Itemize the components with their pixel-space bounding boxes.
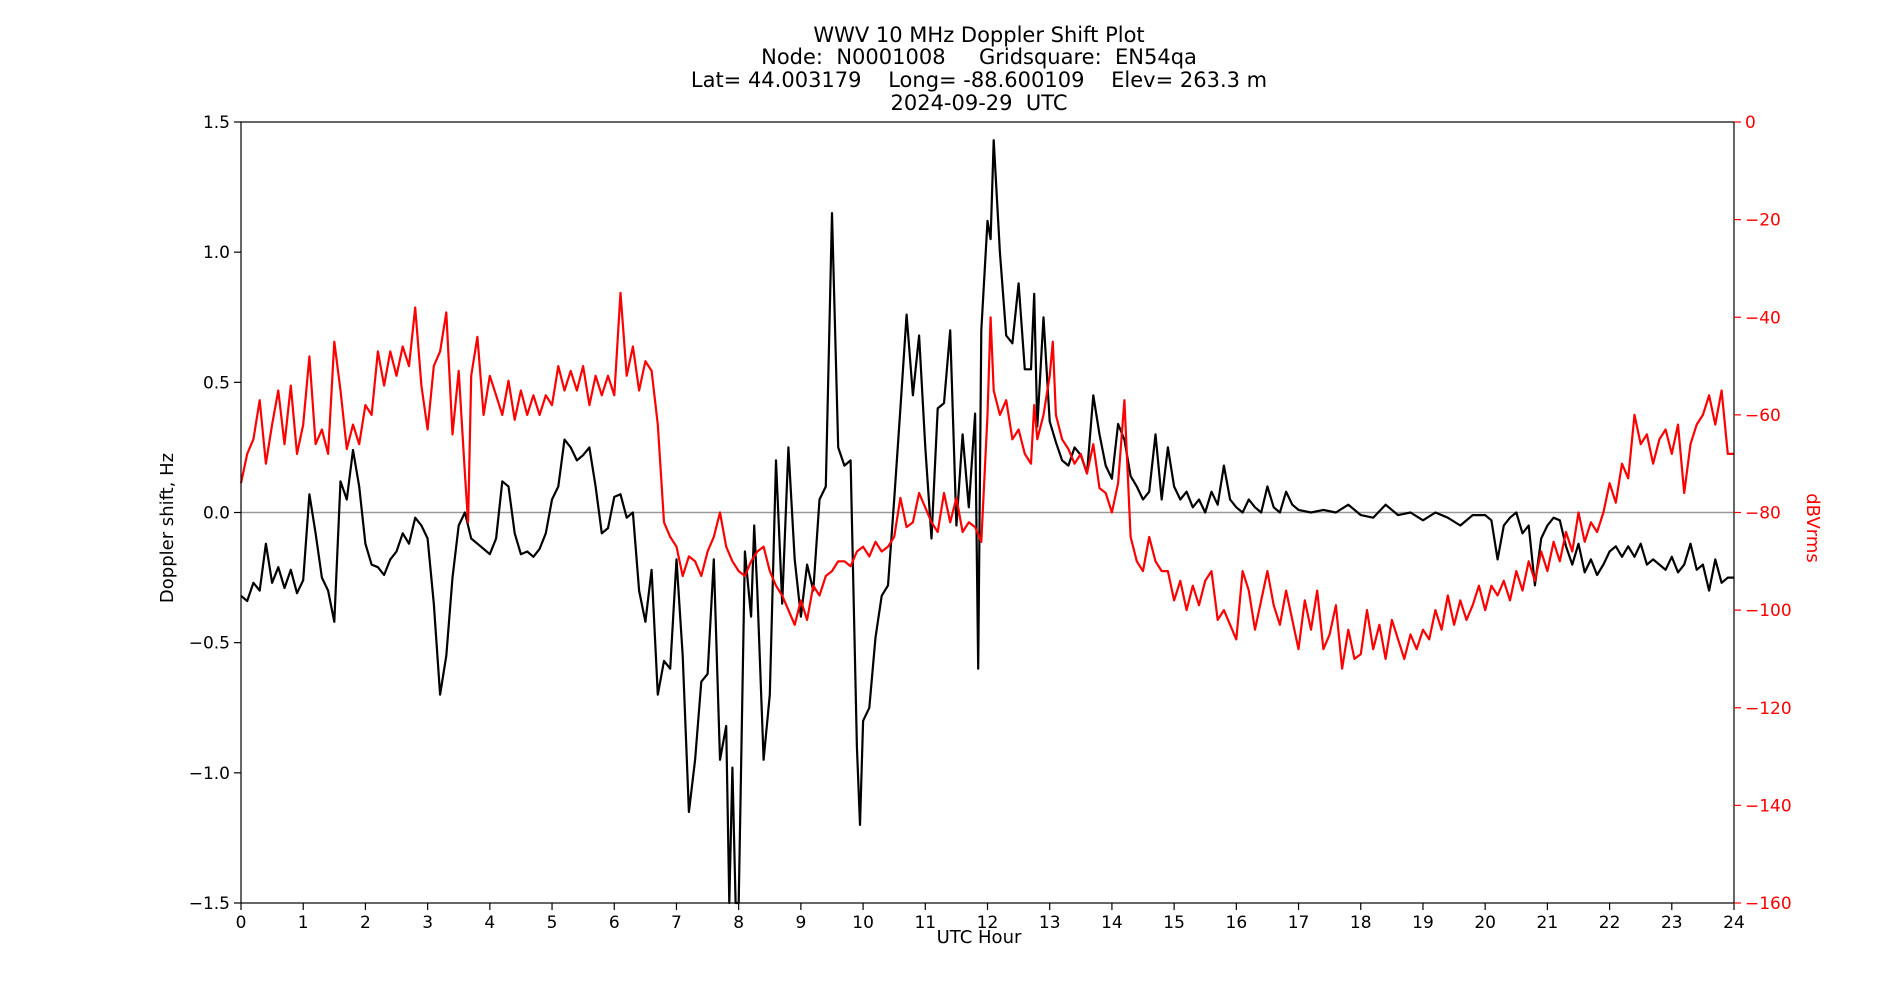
x-tick-label: 21 [1537,913,1559,933]
y2-tick-label: −40 [1745,308,1781,328]
y-tick-label: −1.0 [189,764,230,784]
x-tick-label: 16 [1226,913,1248,933]
y2-tick-label: −60 [1745,406,1781,426]
x-axis: 0 1 2 3 4 5 6 7 8 9 10 11 12 13 14 15 16 17 18 19 20 21 22 23 24 [236,903,1745,933]
y-tick-label: −0.5 [189,634,230,654]
y-tick-label: 0.0 [203,504,230,524]
x-tick-label: 0 [236,913,247,933]
plot-area [239,139,1734,905]
y2-tick-label: −100 [1745,601,1792,621]
x-tick-label: 22 [1599,913,1621,933]
x-tick-label: 23 [1661,913,1683,933]
x-tick-label: 3 [422,913,433,933]
x-tick-label: 5 [547,913,558,933]
series-power-line [239,291,1734,670]
y-tick-label: −1.5 [189,894,230,914]
x-tick-label: 11 [914,913,936,933]
x-tick-label: 17 [1288,913,1310,933]
y-axis-left: −1.5 −1.0 −0.5 0.0 0.5 1.0 1.5 [189,113,241,914]
series-doppler-line [240,139,1734,905]
x-tick-label: 10 [852,913,874,933]
y-axis-left-label: Doppler shift, Hz [157,453,178,603]
x-tick-label: 7 [671,913,682,933]
x-tick-label: 2 [360,913,371,933]
y2-tick-label: −140 [1745,796,1792,816]
y-tick-label: 1.0 [203,243,230,263]
x-tick-label: 19 [1412,913,1434,933]
y2-tick-label: −80 [1745,504,1781,524]
y2-tick-label: −20 [1745,211,1781,231]
chart-title: WWV 10 MHz Doppler Shift Plot [813,23,1144,47]
x-tick-label: 13 [1039,913,1061,933]
chart-subtitle-date: 2024-09-29 UTC [890,91,1067,115]
x-tick-label: 24 [1723,913,1745,933]
chart-subtitle-node: Node: N0001008 Gridsquare: EN54qa [761,45,1197,69]
x-tick-label: 15 [1163,913,1185,933]
x-tick-label: 4 [484,913,495,933]
y-axis-right-label: dBVrms [1802,493,1823,563]
x-tick-label: 1 [298,913,309,933]
x-tick-label: 12 [977,913,999,933]
x-tick-label: 6 [609,913,620,933]
y-tick-label: 1.5 [203,113,230,133]
y2-tick-label: 0 [1745,113,1756,133]
y-axis-right: −160 −140 −120 −100 −80 −60 −40 −20 0 [1734,113,1792,914]
chart-subtitle-location: Lat= 44.003179 Long= -88.600109 Elev= 26… [691,68,1267,92]
x-tick-label: 20 [1474,913,1496,933]
x-tick-label: 8 [733,913,744,933]
x-axis-label: UTC Hour [937,927,1022,948]
y-tick-label: 0.5 [203,373,230,393]
x-tick-label: 18 [1350,913,1372,933]
x-tick-label: 14 [1101,913,1123,933]
y2-tick-label: −120 [1745,699,1792,719]
y2-tick-label: −160 [1745,894,1792,914]
title-block: WWV 10 MHz Doppler Shift Plot Node: N000… [691,23,1267,115]
x-tick-label: 9 [795,913,806,933]
